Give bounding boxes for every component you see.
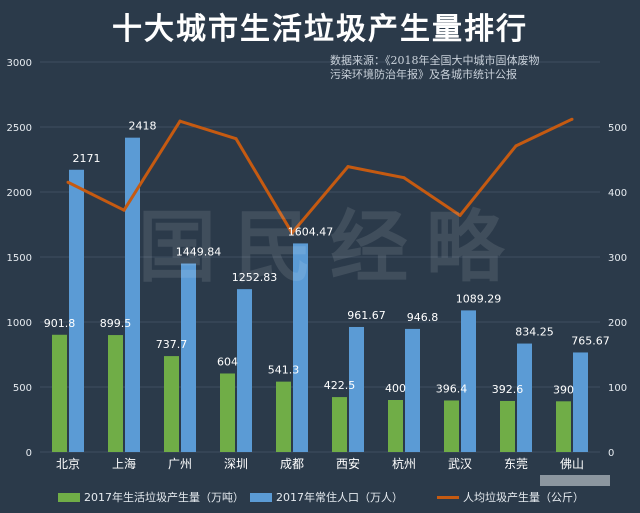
chart-title: 十大城市生活垃圾产生量排行 [112, 12, 528, 47]
y-right-tick-label: 0 [608, 448, 614, 459]
population-bar [125, 137, 140, 452]
legend-swatch-population [250, 492, 272, 502]
y-left-tick-label: 1000 [7, 318, 32, 329]
waste-bar [444, 400, 459, 452]
category-label: 成都 [280, 457, 304, 471]
waste-data-label: 737.7 [156, 338, 188, 351]
y-left-tick-label: 2000 [7, 188, 32, 199]
waste-bar [388, 400, 403, 452]
category-label: 广州 [168, 457, 192, 471]
legend-label-waste: 2017年生活垃圾产生量（万吨） [84, 491, 244, 504]
y-left-tick-label: 1500 [7, 253, 32, 264]
per-capita-line [67, 117, 573, 235]
category-label: 上海 [112, 456, 136, 471]
waste-data-label: 390 [553, 383, 574, 396]
per-capita-point [346, 165, 350, 169]
category-label: 东莞 [504, 457, 528, 471]
waste-data-label: 541.3 [268, 364, 300, 377]
watermark: 国民经略 [137, 202, 522, 293]
y-left-tick-label: 2500 [7, 123, 32, 134]
legend-swatch-waste [58, 492, 80, 502]
category-label: 深圳 [224, 457, 248, 471]
y-right-tick-label: 400 [608, 188, 627, 199]
waste-data-label: 400 [385, 382, 406, 395]
y-right-tick-label: 300 [608, 253, 627, 264]
population-data-label: 1252.83 [232, 271, 278, 284]
per-capita-point [458, 213, 462, 217]
per-capita-point [122, 208, 126, 212]
population-bar [517, 343, 532, 452]
waste-bar [164, 356, 179, 452]
category-label: 武汉 [448, 457, 472, 471]
source-line-2: 污染环境防治年报》及各城市统计公报 [330, 68, 517, 81]
waste-data-label: 604 [217, 355, 238, 368]
axis-labels: 0 500 1000 1500 2000 2500 3000 0 100 200 300 400 500… [7, 58, 628, 471]
population-data-label: 1089.29 [456, 292, 502, 305]
population-data-label: 765.67 [571, 334, 610, 347]
category-label: 佛山 [560, 457, 584, 471]
category-label: 杭州 [392, 456, 416, 471]
population-data-label: 1604.47 [288, 225, 334, 238]
legend-swatch-per-capita [437, 495, 459, 499]
y-right-tick-label: 100 [608, 383, 627, 394]
population-data-label: 834.25 [515, 326, 554, 339]
bars [52, 137, 588, 452]
per-capita-point [178, 119, 182, 123]
legend-label-per-capita: 人均垃圾产生量（公斤） [463, 491, 584, 504]
waste-data-label: 899.5 [100, 317, 132, 330]
category-label: 西安 [336, 456, 360, 471]
waste-data-label: 422.5 [324, 379, 356, 392]
population-bar [237, 289, 252, 452]
per-capita-line-layer [66, 117, 574, 235]
data-labels: 901.8 2171 899.5 2418 737.7 1449.84 604 1252.83… [44, 120, 610, 397]
y-left-tick-label: 0 [26, 448, 32, 459]
waste-bar [52, 334, 67, 452]
population-bar [69, 169, 84, 452]
legend-item-population: 2017年常住人口（万人） [250, 489, 403, 505]
population-data-label: 2418 [129, 120, 157, 133]
population-bar [181, 263, 196, 452]
population-data-label: 946.8 [407, 311, 439, 324]
per-capita-point [290, 231, 294, 235]
category-label: 北京 [56, 457, 80, 471]
data-source: 数据来源：《2018年全国大中城市固体废物 污染环境防治年报》及各城市统计公报 [330, 54, 610, 82]
population-bar [461, 310, 476, 452]
per-capita-point [66, 180, 70, 184]
per-capita-point [402, 176, 406, 180]
legend-label-population: 2017年常住人口（万人） [276, 491, 403, 504]
per-capita-point [514, 144, 518, 148]
population-bar [349, 326, 364, 452]
population-bar [405, 328, 420, 452]
population-bar [573, 352, 588, 452]
legend-item-per-capita: 人均垃圾产生量（公斤） [437, 489, 584, 505]
population-data-label: 2171 [73, 152, 101, 165]
legend: 2017年生活垃圾产生量（万吨） 2017年常住人口（万人） 人均垃圾产生量（公… [0, 486, 640, 508]
y-left-tick-label: 500 [13, 383, 32, 394]
population-bar [293, 243, 308, 452]
waste-bar [276, 381, 291, 452]
population-data-label: 1449.84 [176, 246, 222, 259]
waste-data-label: 901.8 [44, 317, 76, 330]
account-badge [540, 475, 610, 486]
source-line-1: 数据来源：《2018年全国大中城市固体废物 [330, 54, 540, 67]
waste-bar [500, 400, 515, 452]
y-right-tick-label: 500 [608, 123, 627, 134]
y-right-tick-label: 200 [608, 318, 627, 329]
waste-bar [108, 335, 123, 452]
waste-bar [332, 397, 347, 452]
waste-data-label: 396.4 [436, 382, 468, 395]
waste-data-label: 392.6 [492, 383, 524, 396]
waste-bar [556, 401, 571, 452]
waste-bar [220, 373, 235, 452]
per-capita-point [570, 117, 574, 121]
y-left-tick-label: 3000 [7, 58, 32, 69]
per-capita-point [234, 137, 238, 141]
legend-item-waste: 2017年生活垃圾产生量（万吨） [58, 489, 244, 505]
population-data-label: 961.67 [347, 309, 386, 322]
